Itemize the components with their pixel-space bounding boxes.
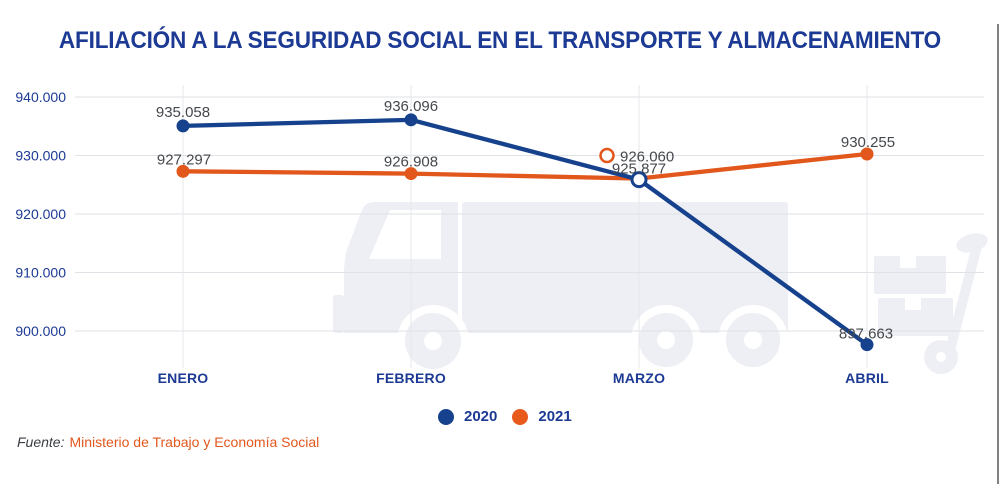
source-prefix: Fuente: [17, 434, 65, 450]
x-axis-label-abril: ABRIL [845, 370, 889, 386]
data-point-2020-abril[interactable] [860, 338, 874, 352]
point-label-2021-abril: 930.255 [841, 134, 895, 151]
data-point-2021-enero[interactable] [176, 164, 190, 178]
data-point-2020-febrero[interactable] [404, 113, 418, 127]
horizontal-gridlines [75, 96, 984, 332]
x-axis-label-marzo: MARZO [613, 370, 665, 386]
data-point-2021-abril[interactable] [860, 147, 874, 161]
source-name: Ministerio de Trabajo y Economía Social [69, 434, 320, 450]
y-tick-label-940.000: 940.000 [15, 89, 66, 105]
series-line-2021 [180, 151, 870, 181]
series-line-2020 [180, 117, 870, 347]
y-axis: 940.000 930.000 920.000 910.000 900.000 [15, 89, 66, 339]
watermark-truck-icon [333, 202, 788, 377]
point-label-2021-febrero: 926.908 [384, 154, 438, 171]
data-point-2021-febrero[interactable] [404, 167, 418, 181]
point-label-2020-marzo: 925.877 [612, 161, 666, 178]
x-axis: ENERO FEBRERO MARZO ABRIL [158, 370, 889, 386]
data-point-2020-marzo[interactable] [630, 171, 648, 189]
legend-dot-2021-icon [512, 408, 529, 425]
point-label-2020-enero: 935.058 [156, 104, 210, 121]
legend-label-2020: 2020 [464, 408, 498, 425]
point-label-2020-abril: 897.663 [839, 326, 893, 343]
chart-legend: 2020 2021 [438, 408, 572, 425]
legend-item-2020: 2020 [438, 408, 497, 425]
legend-label-2021: 2021 [538, 408, 572, 425]
watermark-handtruck-icon [874, 233, 988, 374]
point-label-2021-enero: 927.297 [157, 151, 211, 168]
series-layer [176, 113, 874, 352]
y-tick-label-900.000: 900.000 [15, 323, 66, 339]
point-label-2021-marzo: 926.060 [620, 149, 674, 166]
y-tick-label-910.000: 910.000 [15, 265, 66, 281]
point-label-layer: 935.058 936.096 925.877 897.663 927.297 926.9… [156, 98, 895, 343]
y-tick-label-920.000: 920.000 [15, 206, 66, 222]
legend-dot-2020-icon [438, 408, 454, 425]
point-label-2020-febrero: 936.096 [384, 98, 438, 115]
legend-item-2021: 2021 [512, 408, 572, 425]
data-point-2021-marzo[interactable] [599, 147, 615, 164]
y-tick-label-930.000: 930.000 [15, 148, 66, 164]
source-line: Fuente: Ministerio de Trabajo y Economía … [17, 434, 319, 450]
chart-title: AFILIACIÓN A LA SEGURIDAD SOCIAL EN EL T… [58, 27, 942, 54]
data-point-2020-enero[interactable] [176, 119, 190, 133]
x-axis-label-febrero: FEBRERO [376, 370, 446, 386]
x-axis-label-enero: ENERO [158, 370, 209, 386]
